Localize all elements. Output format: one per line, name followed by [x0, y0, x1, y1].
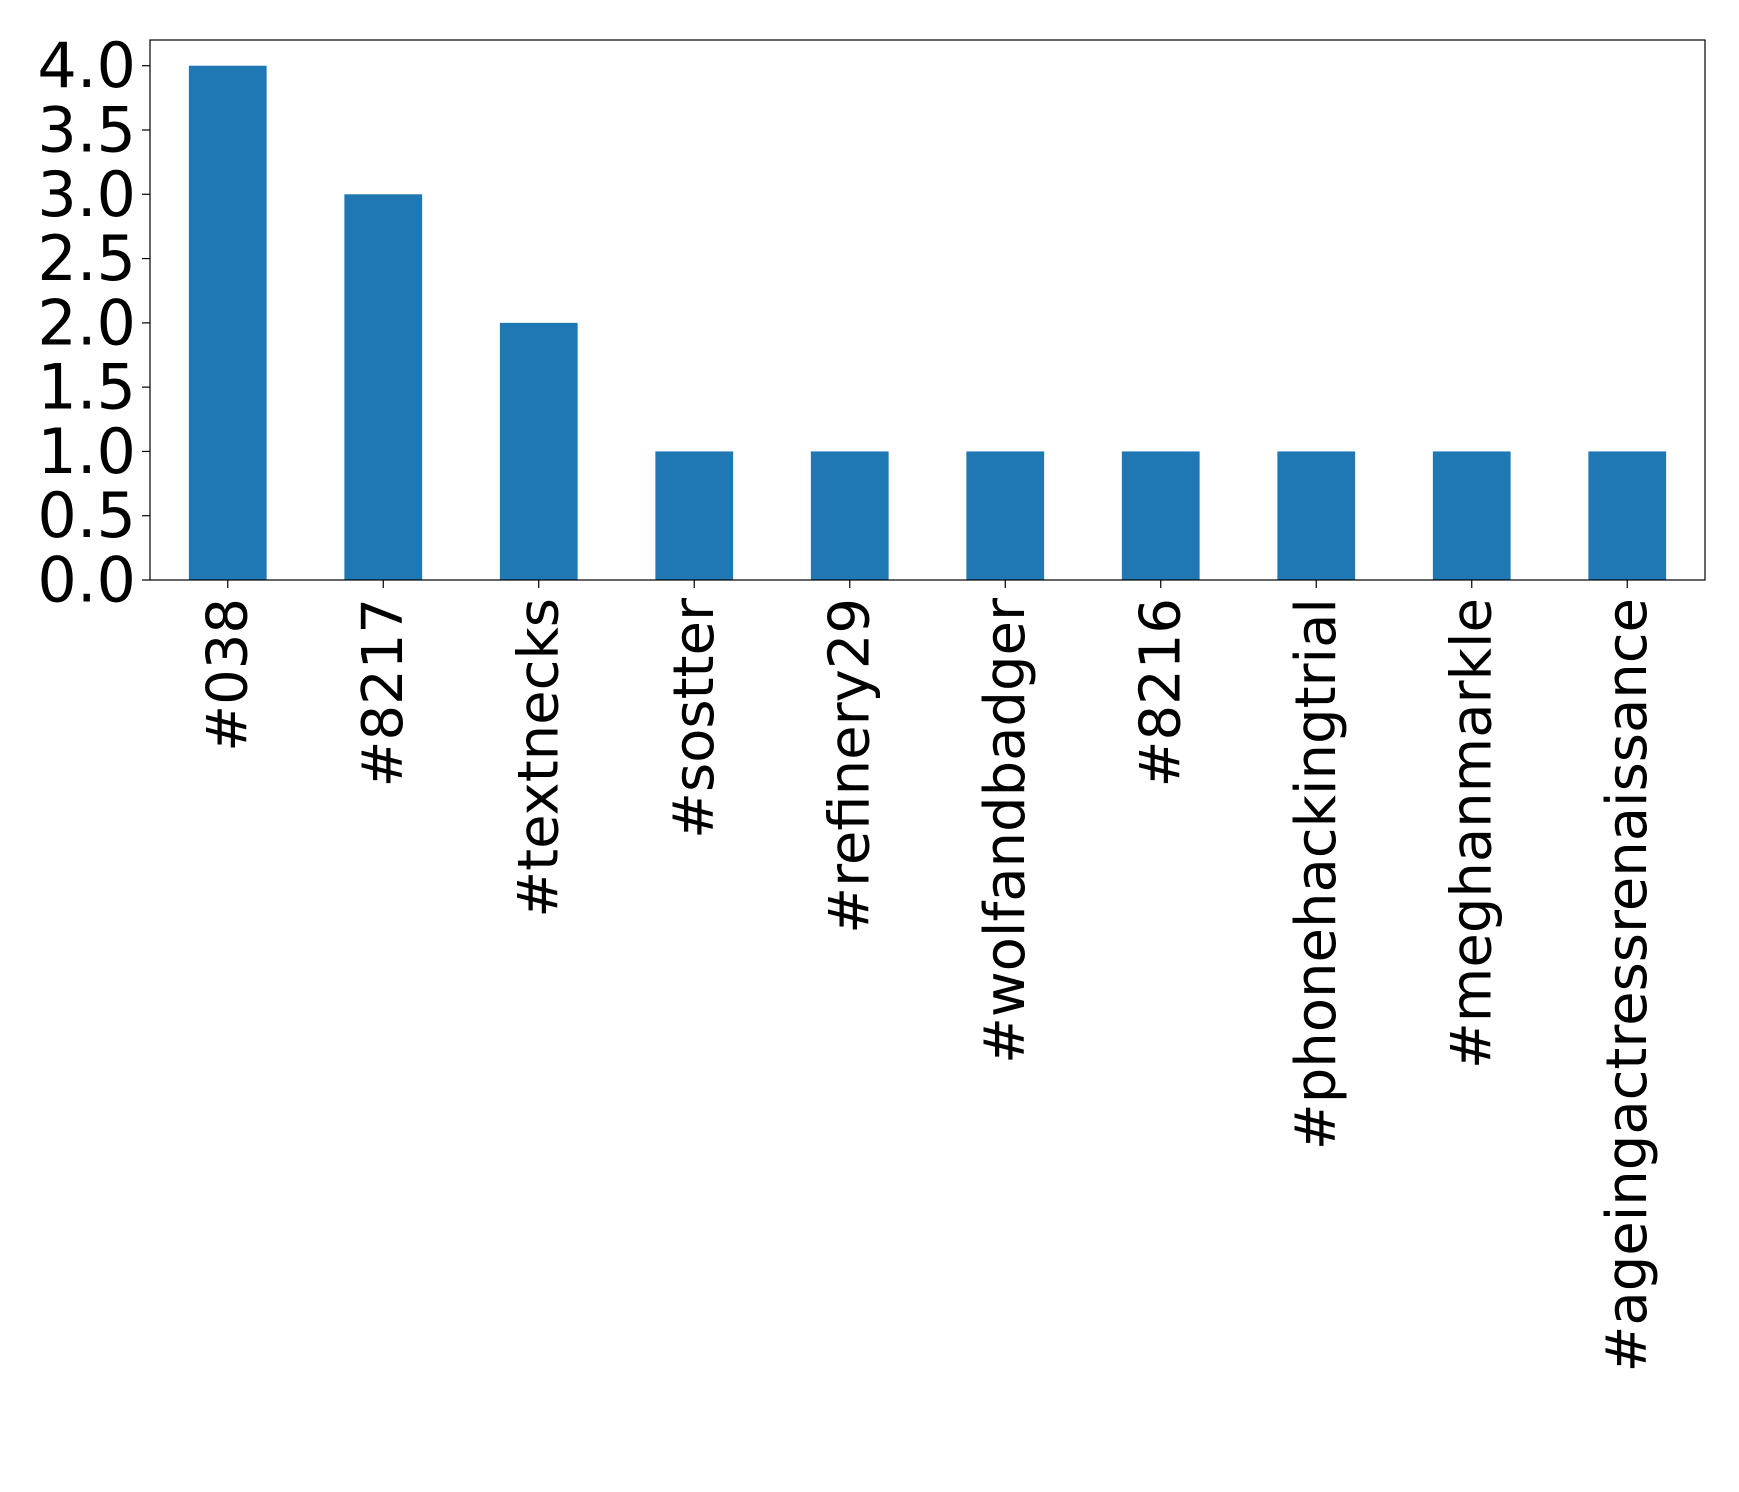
x-tick-label-8: #meghanmarkle: [1439, 598, 1504, 1069]
bar-2: [499, 322, 578, 580]
x-tick-label-6: #8216: [1128, 598, 1193, 787]
bar-7: [1277, 451, 1356, 580]
y-tick-label-7: 3.5: [37, 94, 136, 167]
y-tick-label-6: 3.0: [37, 158, 136, 231]
bar-5: [966, 451, 1045, 580]
bar-4: [810, 451, 889, 580]
y-axis: 0.00.51.01.52.02.53.03.54.0: [37, 29, 150, 617]
x-tick-label-1: #8217: [351, 598, 416, 787]
bar-3: [655, 451, 734, 580]
x-axis: #038 #8217 #textnecks #sostter #refinery29 #w…: [195, 580, 1660, 1373]
bar-0: [188, 65, 267, 580]
axes-frame: [149, 39, 1706, 581]
x-tick-label-7: #phonehackingtrial: [1284, 598, 1349, 1150]
y-tick-label-2: 1.0: [37, 415, 136, 488]
bar-6: [1121, 451, 1200, 580]
bars-group: [188, 65, 1667, 581]
x-tick-label-3: #sostter: [662, 597, 727, 839]
bar-9: [1588, 451, 1667, 580]
bar-8: [1432, 451, 1511, 580]
y-tick-label-5: 2.5: [37, 222, 136, 295]
x-tick-label-2: #textnecks: [506, 598, 571, 918]
y-tick-label-1: 0.5: [37, 479, 136, 552]
x-tick-label-0: #038: [195, 598, 260, 752]
bar-1: [344, 194, 423, 581]
x-tick-label-5: #wolfandbadger: [973, 597, 1038, 1064]
y-tick-label-8: 4.0: [37, 29, 136, 102]
x-tick-label-4: #refinery29: [817, 598, 882, 934]
y-tick-label-4: 2.0: [37, 286, 136, 359]
y-tick-label-3: 1.5: [37, 351, 136, 424]
x-tick-label-9: #ageingactressrenaissance: [1595, 598, 1660, 1373]
y-tick-label-0: 0.0: [37, 544, 136, 617]
